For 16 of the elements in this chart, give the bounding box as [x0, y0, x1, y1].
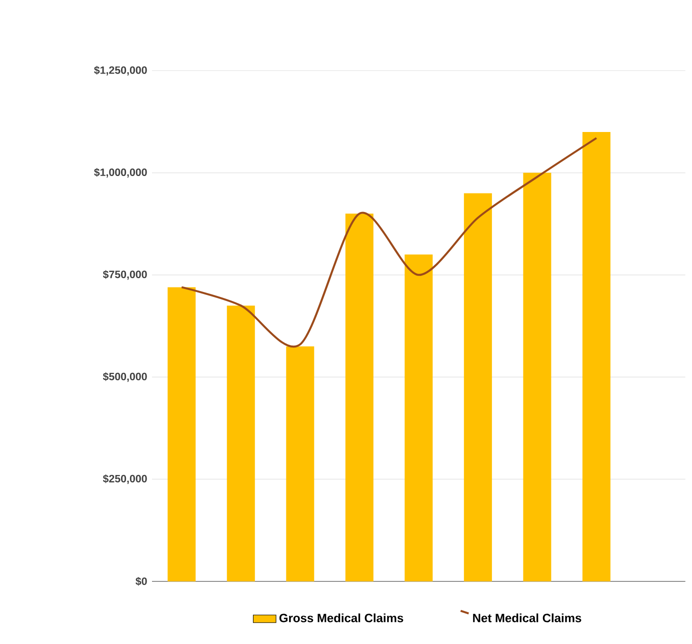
legend-label: Gross Medical Claims — [279, 613, 404, 622]
y-tick-label: $500,000 — [102, 372, 147, 382]
bar — [226, 306, 255, 582]
bar — [345, 214, 374, 582]
bar — [523, 172, 552, 582]
y-tick-label: $1,000,000 — [94, 168, 147, 178]
bar — [168, 287, 196, 582]
y-tick-label: $750,000 — [102, 270, 147, 280]
y-tick-label: $1,250,000 — [94, 66, 147, 76]
bar — [286, 346, 314, 582]
y-tick-label: $250,000 — [102, 474, 147, 484]
legend-label: Net Medical Claims — [473, 613, 582, 622]
bar — [464, 193, 492, 582]
y-tick-label: $0 — [136, 576, 147, 586]
bar — [404, 254, 433, 582]
bar — [582, 132, 610, 582]
